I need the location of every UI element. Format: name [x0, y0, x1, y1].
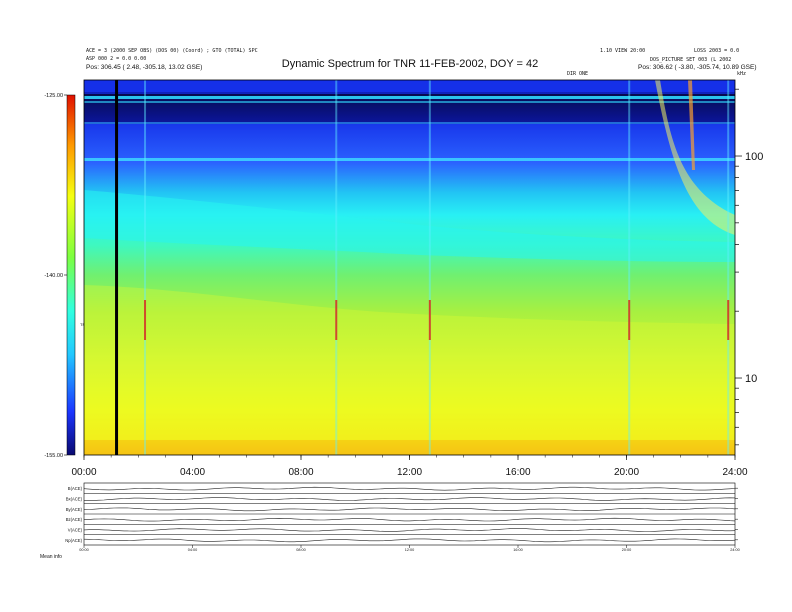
header-left-line3: Pos: 306.45 ( 2.48, -305.18, 13.02 GSE) — [86, 64, 203, 71]
event-burst — [727, 300, 730, 340]
colorbar-tick-label: -125.00 — [44, 93, 63, 99]
panel-trace — [83, 507, 736, 512]
panel-label: Bz(ACE) — [66, 517, 83, 522]
panel-trace — [83, 528, 736, 532]
y-tick-label: 100 — [745, 151, 763, 163]
colorbar-tick-label: -155.00 — [44, 453, 63, 459]
spectrogram — [84, 80, 735, 455]
panel-label: V(ACE) — [68, 528, 83, 533]
y-tick-label: 10 — [745, 373, 757, 385]
event-burst — [144, 300, 147, 340]
colorbar — [66, 94, 76, 456]
event-streak — [428, 80, 431, 455]
x-tick-label: 04:00 — [180, 467, 205, 478]
panel-x-tick-label: 20:00 — [622, 548, 632, 552]
footer-left: Mean info — [40, 554, 62, 560]
panel-trace — [83, 517, 736, 522]
data-gap-line — [115, 80, 119, 455]
header-right-line3: DOS_PICTURE SET 003 (L 2002 — [650, 57, 732, 63]
event-streak — [144, 80, 147, 455]
colorbar-tick-label: -140.00 — [44, 273, 63, 279]
event-burst — [428, 300, 431, 340]
event-burst — [628, 300, 631, 340]
solar-wind-panels: B(ACE) Bx(ACE) By(ACE) Bz(ACE) V(ACE) Np(ACE) — [65, 482, 738, 546]
header-right-line4: Pos: 306.62 ( -3.80, -305.74, 10.89 GSE) — [638, 64, 757, 71]
x-tick-label: 20:00 — [614, 467, 639, 478]
panel-label: By(ACE) — [66, 507, 83, 512]
panel-x-tick-label: 24:00 — [730, 548, 740, 552]
header-left-line2: ASP 000 2 = 0.0 0.00 — [86, 56, 147, 62]
header-right-line1: 1.10 VIEW 20:00 — [600, 48, 646, 54]
x-tick-label: 16:00 — [505, 467, 530, 478]
panel-trace — [83, 497, 736, 501]
x-tick-label: 12:00 — [397, 467, 422, 478]
panel-x-tick-label: 12:00 — [405, 548, 415, 552]
panel-x-tick-label: 04:00 — [188, 548, 198, 552]
panel-x-tick-label: 00:00 — [79, 548, 89, 552]
header-right-unit: kHz — [737, 71, 747, 77]
event-streak — [335, 80, 338, 455]
event-burst — [335, 300, 338, 340]
panel-label: Bx(ACE) — [66, 497, 83, 502]
x-tick-label: 24:00 — [722, 467, 747, 478]
panel-label: Np(ACE) — [65, 538, 82, 543]
panel-x-tick-label: 08:00 — [296, 548, 306, 552]
header-right-line2: LOSS 2003 = 0.0 — [694, 48, 740, 54]
event-streak — [628, 80, 631, 455]
panel-x-tick-label: 16:00 — [513, 548, 523, 552]
panel-label: B(ACE) — [68, 486, 83, 491]
header-left-line1: ACE = 3 (2000 SEP OBS) (DOS 00) (Coord) … — [86, 48, 258, 54]
chart-title: Dynamic Spectrum for TNR 11-FEB-2002, DO… — [281, 58, 539, 70]
x-tick-label: 00:00 — [71, 467, 96, 478]
panel-trace — [83, 486, 736, 491]
header-right-line5: DIR ONE — [567, 71, 589, 77]
event-streak — [727, 80, 730, 455]
x-tick-label: 08:00 — [288, 467, 313, 478]
panel-trace — [83, 538, 736, 543]
